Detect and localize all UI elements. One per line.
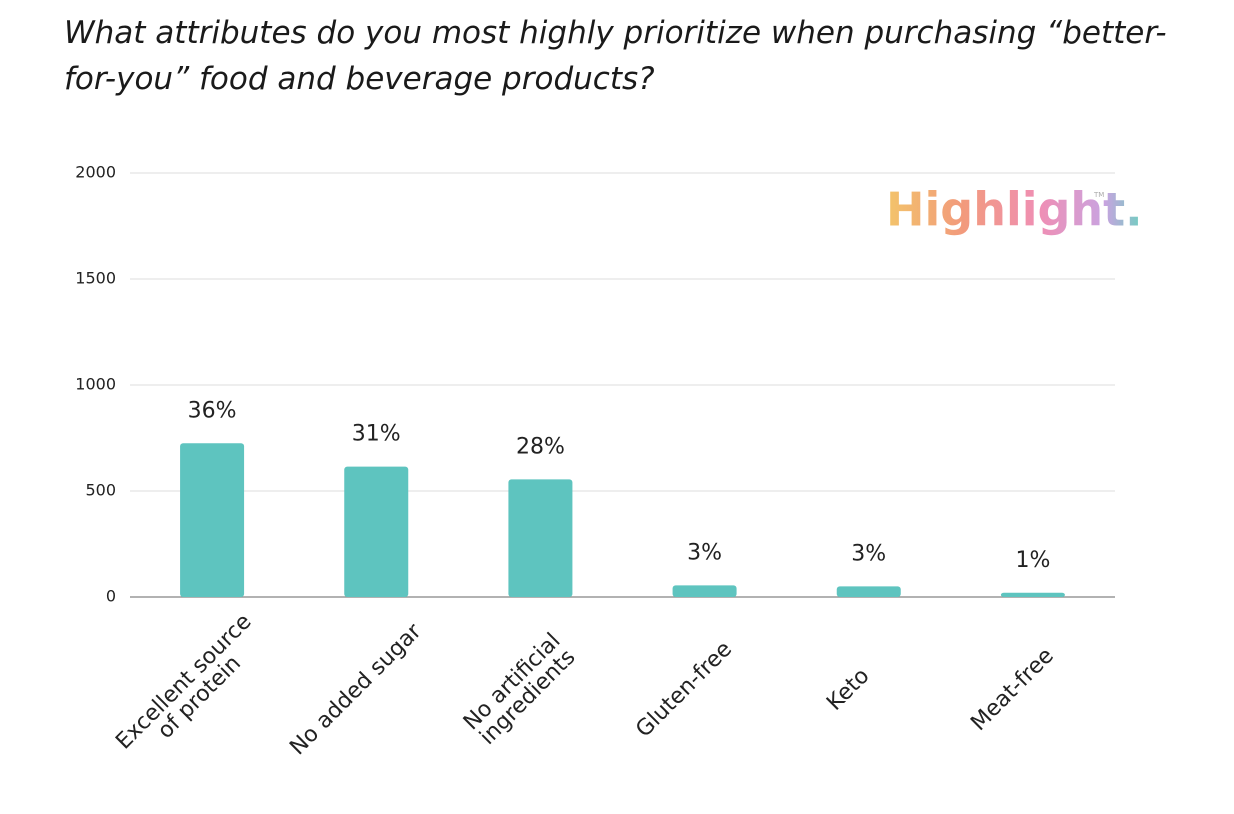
bar: [344, 466, 409, 597]
logo: Highlight.: [886, 183, 1143, 237]
y-tick-label: 1000: [75, 375, 116, 394]
logo-mark: TM: [1093, 191, 1104, 199]
chart-title: What attributes do you most highly prior…: [64, 15, 1167, 97]
value-label: 3%: [687, 540, 722, 565]
value-label: 31%: [352, 422, 401, 447]
bar: [672, 585, 737, 597]
x-tick-label: No artificialingredients: [459, 629, 581, 751]
y-tick-label: 1500: [75, 269, 116, 288]
y-tick-label: 500: [85, 481, 116, 500]
x-tick-label: Excellent sourceof protein: [111, 609, 272, 770]
bar: [180, 443, 245, 597]
bar: [508, 479, 573, 597]
x-tick-label: No added sugar: [285, 618, 427, 760]
value-label: 1%: [1015, 548, 1050, 573]
y-tick-label: 2000: [75, 163, 116, 182]
value-label: 3%: [851, 541, 886, 566]
x-tick-label: Keto: [822, 664, 874, 716]
x-tick-label: Gluten-free: [631, 637, 737, 743]
value-label: 28%: [516, 434, 565, 459]
x-tick-label: Meat-free: [966, 643, 1059, 736]
y-tick-label: 0: [106, 587, 116, 606]
bar: [1000, 592, 1065, 597]
value-label: 36%: [188, 398, 237, 423]
bar: [836, 586, 901, 597]
